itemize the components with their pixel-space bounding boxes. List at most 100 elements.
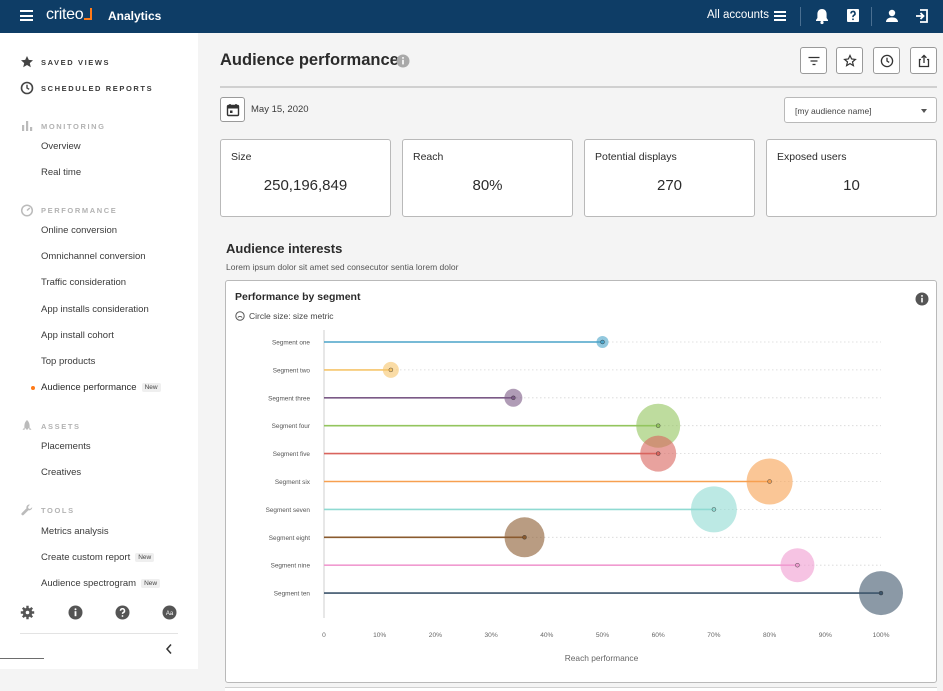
kpi-card-reach: Reach 80% (402, 139, 573, 217)
category-label: Segment ten (274, 591, 311, 598)
kpi-value: 80% (472, 177, 503, 194)
criteo-logo[interactable]: criteo (46, 6, 93, 24)
next-card-edge (225, 687, 937, 691)
new-badge: New (141, 383, 161, 392)
list-icon[interactable] (774, 11, 786, 21)
section-performance: Performance (20, 203, 117, 217)
sidebar-item-audience-spectrogram[interactable]: Audience spectrogram New (41, 578, 161, 589)
gear-icon[interactable] (20, 605, 35, 620)
sidebar-item-audience-performance[interactable]: Audience performance New (41, 382, 161, 393)
x-tick-label: 30% (484, 632, 497, 639)
segment-point (656, 451, 661, 456)
segment-point (795, 563, 800, 568)
sidebar-item-scheduled-reports[interactable]: Scheduled reports (20, 81, 153, 95)
segment-point (522, 535, 527, 540)
kpi-card-potential-displays: Potential displays 270 (584, 139, 755, 217)
bell-icon[interactable] (814, 7, 832, 25)
category-label: Segment four (272, 423, 311, 430)
category-label: Segment one (272, 340, 310, 347)
category-label: Segment nine (271, 563, 311, 570)
sidebar-item-overview[interactable]: Overview (41, 141, 81, 152)
section-subtitle: Lorem ipsum dolor sit amet sed consecuto… (226, 262, 459, 272)
help-icon[interactable] (115, 605, 130, 620)
kpi-value: 10 (843, 177, 860, 194)
kpi-label: Reach (413, 151, 444, 163)
divider (0, 658, 44, 659)
x-tick-label: 20% (429, 632, 442, 639)
help-icon[interactable] (845, 7, 863, 25)
svg-text:Aa: Aa (166, 611, 174, 617)
sidebar-item-traffic-consideration[interactable]: Traffic consideration (41, 277, 127, 288)
clock-icon (20, 81, 34, 95)
section-tools: Tools (20, 503, 75, 517)
sidebar-item-real-time[interactable]: Real time (41, 167, 82, 178)
info-icon[interactable] (396, 54, 410, 68)
category-label: Segment three (268, 395, 310, 402)
selected-date: May 15, 2020 (251, 104, 309, 115)
segment-point (388, 367, 394, 373)
segment-point (600, 339, 605, 345)
all-accounts-button[interactable]: All accounts (707, 9, 770, 21)
audience-select[interactable]: [my audience name] (784, 97, 937, 123)
calendar-icon (226, 104, 240, 117)
section-monitoring: Monitoring (20, 119, 106, 133)
sidebar-item-top-products[interactable]: Top products (41, 356, 96, 367)
chevron-left-icon[interactable] (164, 643, 174, 655)
filter-icon (808, 56, 820, 66)
star-icon (843, 54, 857, 67)
divider (800, 7, 801, 26)
caret-down-icon (921, 109, 927, 113)
wrench-icon (21, 504, 33, 516)
logout-icon[interactable] (914, 7, 932, 25)
section-assets: Assets (20, 419, 81, 433)
info-icon[interactable] (68, 605, 83, 620)
sidebar-item-placements[interactable]: Placements (41, 441, 91, 452)
sidebar-item-create-custom-report[interactable]: Create custom report New (41, 552, 155, 563)
top-bar: criteo Analytics All accounts (0, 0, 943, 33)
x-tick-label: 80% (763, 632, 776, 639)
sidebar: Saved views Scheduled reports Monitoring… (0, 33, 198, 669)
divider (20, 633, 178, 634)
date-picker-button[interactable] (220, 97, 245, 122)
avatar[interactable]: Aa (162, 605, 177, 620)
user-icon[interactable] (884, 7, 902, 25)
section-title: Audience interests (226, 241, 343, 256)
bar-chart-icon (22, 121, 33, 131)
rocket-icon (22, 420, 32, 430)
sidebar-item-online-conversion[interactable]: Online conversion (41, 225, 118, 236)
x-tick-label: 70% (707, 632, 720, 639)
segment-point (767, 479, 772, 484)
kpi-value: 270 (656, 177, 683, 194)
sidebar-item-saved-views[interactable]: Saved views (20, 55, 110, 69)
new-badge: New (135, 553, 155, 562)
page-title: Audience performance (220, 51, 399, 69)
kpi-value: 250,196,849 (263, 177, 348, 194)
export-button[interactable] (910, 47, 937, 74)
new-badge: New (141, 579, 161, 588)
x-tick-label: 60% (652, 632, 665, 639)
schedule-button[interactable] (873, 47, 900, 74)
category-label: Segment five (273, 451, 311, 458)
segment-point (511, 395, 516, 401)
app-name: Analytics (108, 9, 162, 23)
x-tick-label: 90% (819, 632, 832, 639)
sidebar-item-omnichannel-conversion[interactable]: Omnichannel conversion (41, 251, 146, 262)
sidebar-item-app-install-cohort[interactable]: App install cohort (41, 330, 114, 341)
sidebar-footer: Aa (20, 605, 182, 623)
sidebar-item-metrics-analysis[interactable]: Metrics analysis (41, 526, 109, 537)
size-legend: Circle size: size metric (235, 311, 334, 321)
active-indicator (31, 386, 35, 390)
star-icon (21, 56, 33, 68)
segment-point (878, 590, 884, 596)
category-label: Segment six (275, 479, 311, 486)
category-label: Segment seven (266, 507, 311, 514)
menu-icon[interactable] (20, 10, 33, 21)
filter-button[interactable] (800, 47, 827, 74)
divider (220, 86, 937, 88)
favorite-button[interactable] (836, 47, 863, 74)
sidebar-item-creatives[interactable]: Creatives (41, 467, 82, 478)
kpi-card-exposed-users: Exposed users 10 (766, 139, 937, 217)
chart-title: Performance by segment (235, 291, 361, 303)
sidebar-item-app-installs-consideration[interactable]: App installs consideration (41, 304, 149, 315)
info-icon[interactable] (915, 292, 929, 306)
